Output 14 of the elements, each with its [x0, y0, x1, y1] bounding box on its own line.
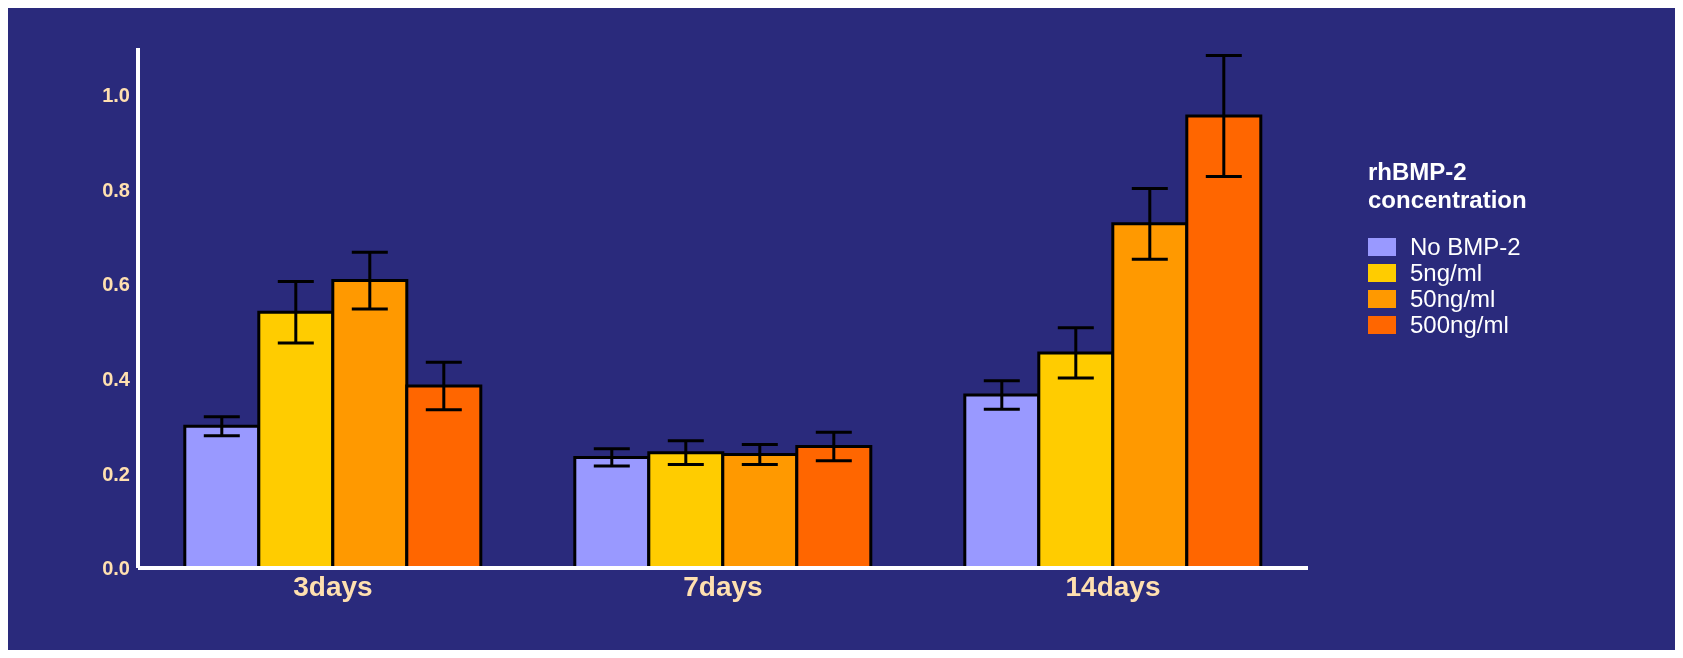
y-tick-label: 0.6	[102, 273, 130, 296]
legend-label: No BMP-2	[1410, 233, 1521, 260]
y-tick-label: 0.2	[102, 462, 130, 485]
x-tick-label: 3days	[293, 570, 373, 602]
legend-label: 500ng/ml	[1410, 311, 1509, 338]
legend-title: rhBMP-2 concentration	[1368, 158, 1528, 214]
legend-label: 5ng/ml	[1410, 259, 1483, 286]
y-tick-label: 1.0	[102, 84, 130, 107]
legend-label: 50ng/ml	[1410, 285, 1496, 312]
x-tick-label: 14days	[1065, 570, 1161, 602]
y-tick-label: 0.4	[102, 368, 131, 391]
y-tick-label: 0.8	[102, 178, 130, 201]
y-tick-label: 0.0	[102, 557, 130, 580]
x-tick-label: 7days	[683, 570, 763, 602]
